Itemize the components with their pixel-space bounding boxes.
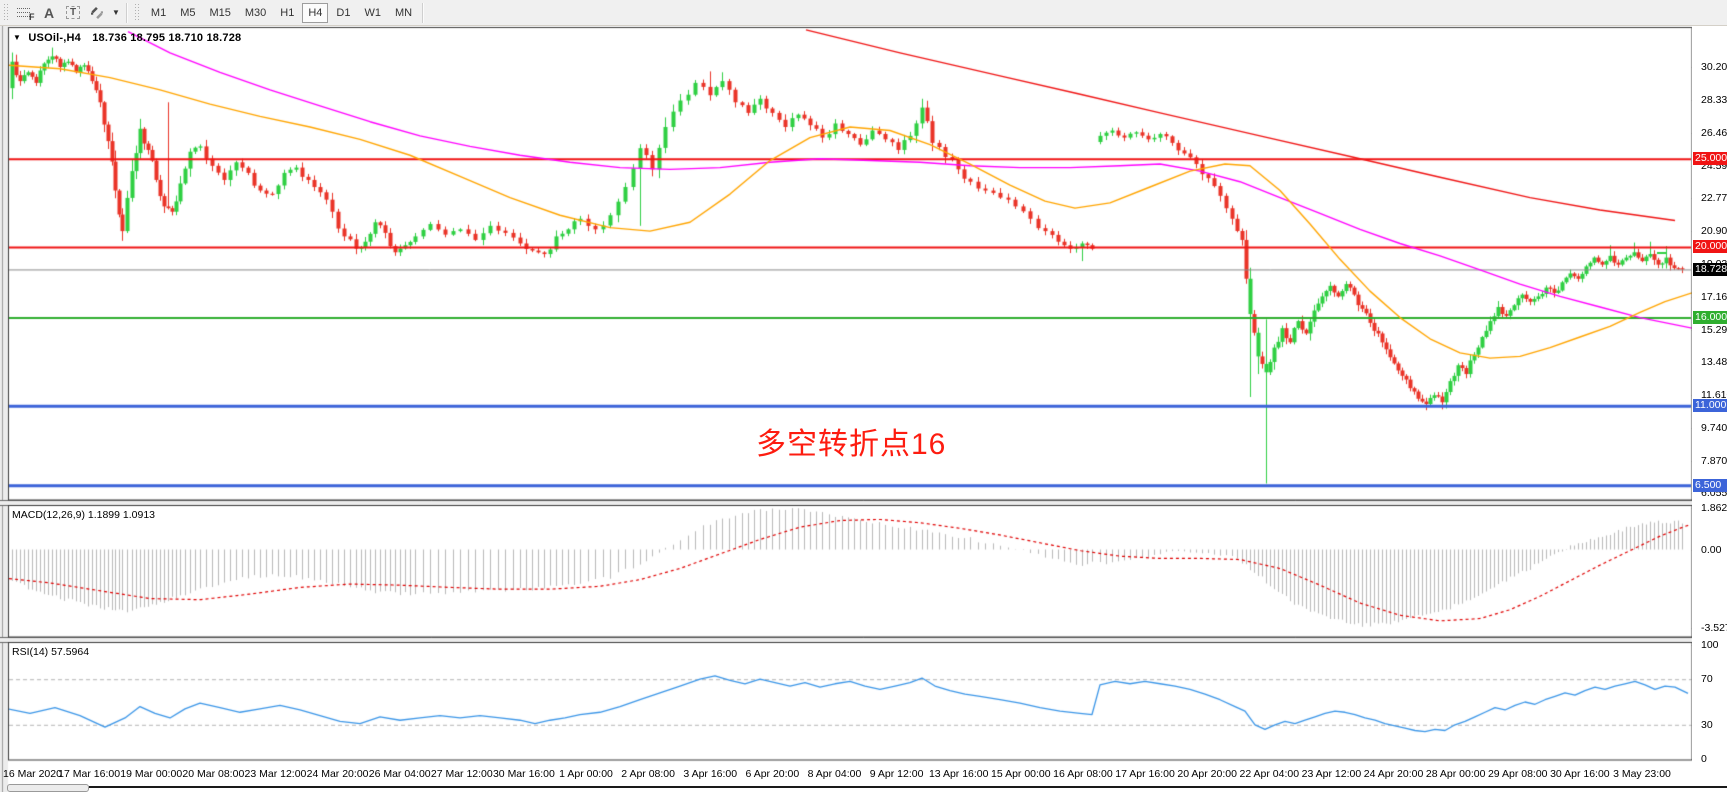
toolbar-separator — [422, 2, 425, 23]
arrows-tool-button[interactable] — [85, 2, 109, 24]
timeframe-toolbar-grip[interactable] — [133, 3, 139, 22]
price-tick-label: 28.330 — [1701, 93, 1727, 106]
chart-title: ▼ USOil-,H4 18.736 18.795 18.710 18.728 — [13, 32, 241, 44]
price-tick-label: 9.740 — [1701, 422, 1727, 435]
price-level-box: 20.000 — [1693, 240, 1727, 254]
text-label-icon: T — [65, 6, 81, 19]
price-tick-label: 20.905 — [1701, 225, 1727, 238]
macd-axis-label: -3.5273 — [1701, 622, 1727, 635]
price-tick-label: 11.610 — [1701, 389, 1727, 402]
price-tick-label: 17.165 — [1701, 291, 1727, 304]
rsi-axis-label: 100 — [1701, 639, 1719, 651]
price-tick-label: 15.295 — [1701, 324, 1727, 337]
fibonacci-tool-button[interactable]: F — [13, 2, 37, 24]
arrows-dropdown-button[interactable]: ▼ — [109, 2, 123, 24]
timeframe-button-group: M1 M5 M15 M30 H1 H4 D1 W1 MN — [144, 2, 419, 23]
macd-axis-label: 1.8624 — [1701, 501, 1727, 514]
timeframe-h4-button[interactable]: H4 — [302, 2, 329, 23]
fibonacci-icon: F — [16, 5, 35, 22]
timeframe-mn-button[interactable]: MN — [389, 3, 418, 23]
scrollbar-track — [89, 786, 1727, 788]
chart-canvas[interactable] — [0, 26, 1727, 792]
text-label-tool-button[interactable]: T — [61, 2, 85, 24]
collapse-triangle-icon[interactable]: ▼ — [13, 33, 22, 42]
rsi-axis-label: 30 — [1701, 718, 1713, 731]
timeframe-m1-button[interactable]: M1 — [145, 3, 172, 23]
chart-area: ▼ USOil-,H4 18.736 18.795 18.710 18.728 … — [0, 26, 1727, 792]
price-scale[interactable]: 30.20028.33026.46024.59022.77520.90519.0… — [1692, 26, 1727, 792]
timeframe-h1-button[interactable]: H1 — [274, 3, 300, 23]
text-icon: A — [43, 4, 55, 21]
price-tick-label: 7.870 — [1701, 455, 1727, 468]
chart-annotation-text[interactable]: 多空转折点16 — [756, 428, 947, 461]
rsi-axis-label: 70 — [1701, 673, 1713, 686]
timeframe-w1-button[interactable]: W1 — [358, 3, 387, 23]
price-level-box: 11.000 — [1693, 399, 1727, 413]
price-level-box: 16.000 — [1693, 311, 1727, 325]
macd-axis-label: 0.00 — [1701, 543, 1722, 556]
symbol-name: USOil-,H4 — [28, 32, 81, 44]
rsi-axis-label: 0 — [1701, 753, 1707, 765]
timeframe-m30-button[interactable]: M30 — [239, 3, 272, 23]
text-tool-button[interactable]: A — [37, 2, 61, 24]
chevron-down-icon: ▼ — [112, 8, 120, 17]
toolbar-grip[interactable] — [3, 3, 8, 22]
ohlc-values: 18.736 18.795 18.710 18.728 — [92, 32, 242, 44]
price-tick-label: 30.200 — [1701, 61, 1727, 73]
price-level-box: 18.728 — [1693, 262, 1727, 276]
timeframe-m5-button[interactable]: M5 — [174, 3, 201, 23]
price-tick-label: 22.775 — [1701, 192, 1727, 205]
price-tick-label: 13.480 — [1701, 356, 1727, 369]
horizontal-scrollbar[interactable] — [0, 783, 1727, 792]
rsi-indicator-label: RSI(14) 57.5964 — [12, 646, 90, 658]
toolbar-separator — [125, 2, 128, 23]
arrows-icon — [91, 6, 103, 19]
macd-indicator-label: MACD(12,26,9) 1.1899 1.0913 — [12, 509, 156, 521]
price-tick-label: 26.460 — [1701, 126, 1727, 139]
scrollbar-thumb[interactable] — [7, 784, 89, 792]
timeframe-d1-button[interactable]: D1 — [330, 3, 356, 23]
price-level-box: 25.000 — [1693, 152, 1727, 166]
timeframe-m15-button[interactable]: M15 — [203, 3, 236, 23]
toolbar: F A T ▼ M1 M5 M15 M30 H1 H4 D1 W1 MN — [0, 0, 1727, 26]
price-level-box: 6.500 — [1693, 478, 1727, 492]
